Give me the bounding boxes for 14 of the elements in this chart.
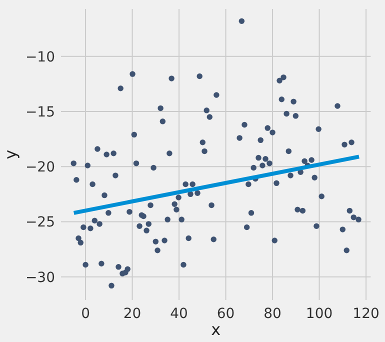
x-tick-label: 40 (170, 306, 188, 322)
x-tick-label: 120 (352, 306, 380, 322)
x-axis-title: x (211, 320, 221, 339)
x-tick-label: 80 (264, 306, 282, 322)
x-tick-label: 20 (123, 306, 142, 322)
y-tick-label: −10 (25, 49, 55, 66)
y-axis-title: y (1, 150, 20, 160)
y-tick-label: −30 (25, 270, 55, 286)
x-tick-label: 60 (216, 306, 235, 322)
x-tick-label: 100 (306, 306, 333, 322)
x-tick-label: 0 (81, 306, 90, 322)
y-tick-label: −20 (25, 160, 55, 176)
y-tick-label: −25 (25, 214, 55, 231)
y-tick-label: −15 (25, 104, 55, 120)
